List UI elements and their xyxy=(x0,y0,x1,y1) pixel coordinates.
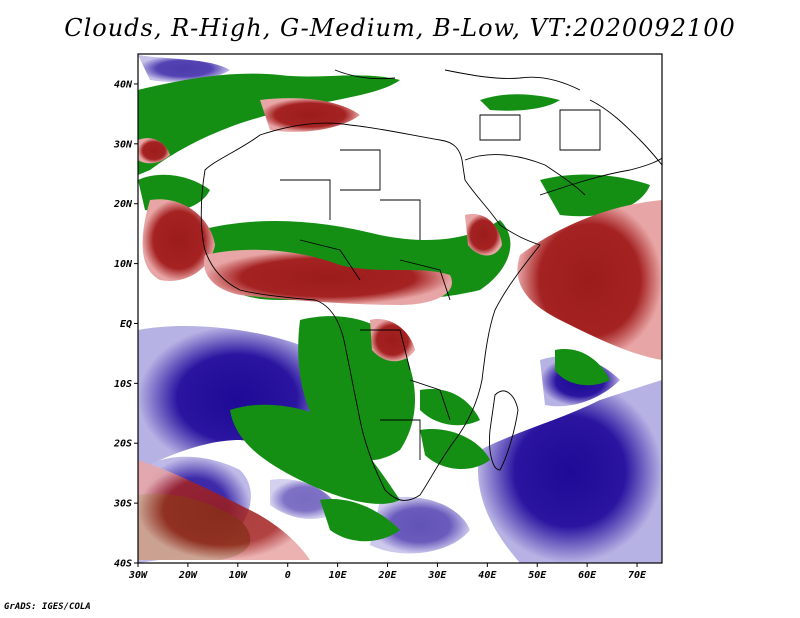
y-tick-label: 30N xyxy=(113,139,133,150)
x-tick-label: 10W xyxy=(229,570,248,581)
y-tick-label: 40S xyxy=(114,559,132,570)
credit-label: GrADS: IGES/COLA xyxy=(4,602,91,612)
x-tick-label: 40E xyxy=(478,570,497,581)
x-tick-label: 20W xyxy=(178,570,198,581)
x-axis: 30W 20W 10W 0 10E 20E 30E 40E 50E 60E 70E xyxy=(128,563,647,581)
high-cloud-layer xyxy=(138,98,662,560)
x-tick-label: 50E xyxy=(528,570,547,581)
y-tick-label: EQ xyxy=(120,319,132,330)
plot-area xyxy=(138,54,662,563)
y-tick-label: 10S xyxy=(114,379,132,390)
coastlines xyxy=(200,69,662,501)
x-tick-label: 10E xyxy=(329,570,348,581)
x-tick-label: 30E xyxy=(427,570,447,581)
x-tick-label: 60E xyxy=(578,570,597,581)
y-tick-label: 40N xyxy=(114,79,133,90)
y-tick-label: 20S xyxy=(113,439,132,450)
x-tick-label: 70E xyxy=(628,570,647,581)
y-tick-label: 20N xyxy=(113,199,133,210)
x-tick-label: 20E xyxy=(377,570,397,581)
x-tick-label: 0 xyxy=(285,570,291,581)
map-title: Clouds, R-High, G-Medium, B-Low, VT:2020… xyxy=(64,14,736,42)
x-tick-label: 30W xyxy=(128,570,148,581)
plot-frame xyxy=(137,53,663,564)
y-tick-label: 30S xyxy=(113,499,132,510)
y-tick-label: 10N xyxy=(114,259,133,270)
y-axis: 40N 30N 20N 10N EQ 10S 20S 30S 40S xyxy=(113,79,138,570)
